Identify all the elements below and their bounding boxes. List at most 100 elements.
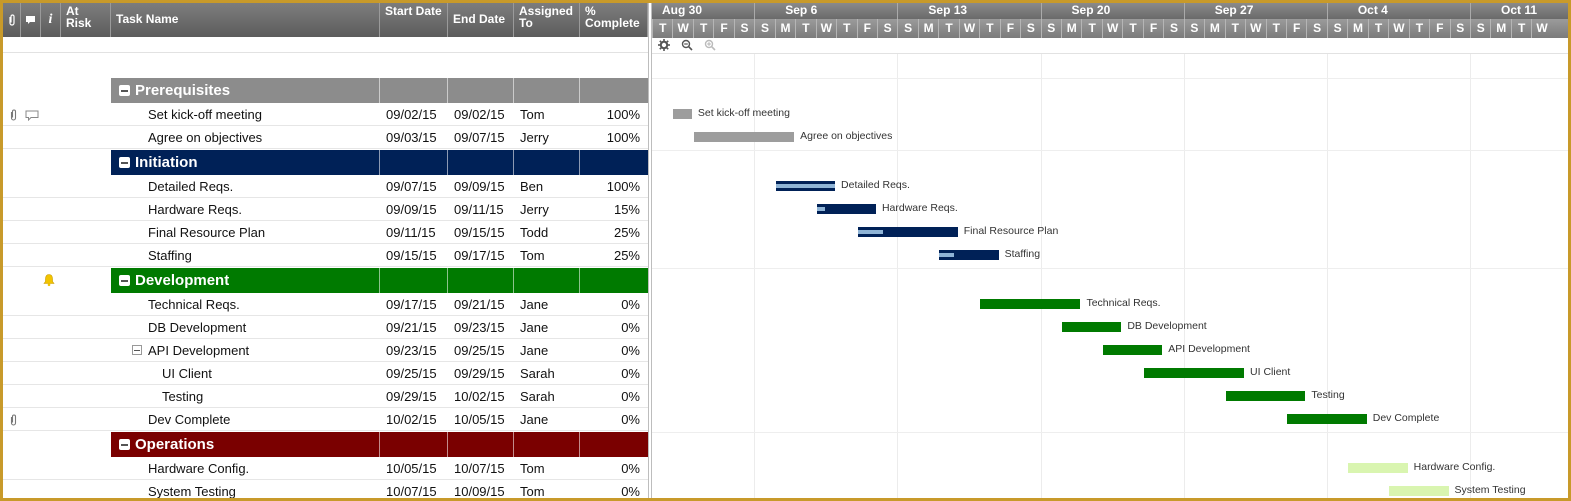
percent-complete-cell[interactable]: 100% [606, 107, 640, 122]
task-row[interactable]: API Development 09/23/15 09/25/15 Jane 0% [3, 339, 648, 362]
start-date-cell[interactable]: 09/02/15 [386, 107, 437, 122]
end-date-cell[interactable]: 10/05/15 [454, 412, 505, 427]
gantt-bar[interactable] [1225, 391, 1306, 401]
assigned-to-cell[interactable]: Jane [520, 343, 549, 358]
assigned-to-cell[interactable]: Jerry [520, 202, 549, 217]
task-name-cell[interactable]: Staffing [148, 248, 192, 263]
percent-complete-cell[interactable]: 15% [613, 202, 640, 217]
info-column-header[interactable]: i [41, 3, 61, 37]
at-risk-column-header[interactable]: At Risk [61, 3, 111, 37]
task-name-cell[interactable]: Agree on objectives [148, 130, 263, 145]
gantt-bar[interactable] [693, 132, 795, 142]
bell-icon[interactable] [42, 273, 56, 287]
zoom-in-icon[interactable] [703, 39, 717, 53]
percent-complete-cell[interactable]: 0% [621, 461, 640, 476]
percent-complete-cell[interactable]: 0% [621, 343, 640, 358]
start-date-cell[interactable]: 09/15/15 [386, 248, 437, 263]
gantt-bar[interactable] [857, 227, 958, 237]
assigned-to-cell[interactable]: Jane [520, 297, 549, 312]
task-name-cell[interactable]: Final Resource Plan [148, 225, 266, 240]
task-name-cell[interactable]: Detailed Reqs. [148, 179, 234, 194]
section-row-operations[interactable]: Operations [3, 432, 648, 457]
task-row[interactable]: Technical Reqs. 09/17/15 09/21/15 Jane 0% [3, 293, 648, 316]
percent-complete-cell[interactable]: 0% [621, 366, 640, 381]
gantt-bar[interactable] [1286, 414, 1367, 424]
task-name-column-header[interactable]: Task Name [111, 3, 380, 37]
percent-complete-cell[interactable]: 25% [613, 248, 640, 263]
task-name-cell[interactable]: Technical Reqs. [148, 297, 240, 312]
assigned-to-cell[interactable]: Jane [520, 412, 549, 427]
start-date-cell[interactable]: 09/11/15 [386, 225, 436, 240]
end-date-cell[interactable]: 09/21/15 [454, 297, 505, 312]
comment-icon[interactable] [25, 109, 39, 122]
end-date-cell[interactable]: 09/02/15 [454, 107, 505, 122]
assigned-to-cell[interactable]: Tom [520, 461, 545, 476]
end-date-cell[interactable]: 10/02/15 [454, 389, 505, 404]
task-row[interactable]: Hardware Config. 10/05/15 10/07/15 Tom 0% [3, 457, 648, 480]
end-date-cell[interactable]: 10/07/15 [454, 461, 505, 476]
gantt-bar[interactable] [816, 204, 876, 214]
assigned-to-cell[interactable]: Jane [520, 320, 549, 335]
task-name-cell[interactable]: UI Client [162, 366, 212, 381]
collapse-toggle-icon[interactable] [119, 157, 130, 168]
percent-complete-cell[interactable]: 0% [621, 484, 640, 498]
task-name-cell[interactable]: Set kick-off meeting [148, 107, 262, 122]
gantt-bar[interactable] [1389, 486, 1449, 496]
gantt-bar[interactable] [1062, 322, 1122, 332]
assigned-to-cell[interactable]: Tom [520, 107, 545, 122]
section-row-prerequisites[interactable]: Prerequisites [3, 78, 648, 103]
assigned-to-column-header[interactable]: Assigned To [514, 3, 580, 37]
assigned-to-cell[interactable]: Todd [520, 225, 549, 240]
gantt-bar[interactable] [980, 299, 1081, 309]
task-name-cell[interactable]: Dev Complete [148, 412, 231, 427]
end-date-cell[interactable]: 09/17/15 [454, 248, 505, 263]
assigned-to-cell[interactable]: Ben [520, 179, 544, 194]
start-date-cell[interactable]: 09/23/15 [386, 343, 437, 358]
assigned-to-cell[interactable]: Tom [520, 484, 545, 498]
end-date-cell[interactable]: 09/15/15 [454, 225, 505, 240]
collapse-toggle-icon[interactable] [119, 439, 130, 450]
gantt-bar[interactable] [775, 181, 836, 191]
assigned-to-cell[interactable]: Sarah [520, 366, 555, 381]
assigned-to-cell[interactable]: Sarah [520, 389, 555, 404]
task-name-cell[interactable]: Hardware Reqs. [148, 202, 242, 217]
section-row-initiation[interactable]: Initiation [3, 150, 648, 175]
start-date-cell[interactable]: 09/09/15 [386, 202, 437, 217]
gantt-bar[interactable] [1348, 463, 1408, 473]
task-name-cell[interactable]: API Development [148, 343, 250, 358]
task-name-cell[interactable]: DB Development [148, 320, 247, 335]
percent-complete-cell[interactable]: 0% [621, 320, 640, 335]
start-date-cell[interactable]: 09/07/15 [386, 179, 437, 194]
start-date-cell[interactable]: 09/25/15 [386, 366, 437, 381]
collapse-toggle-icon[interactable] [119, 85, 130, 96]
zoom-out-icon[interactable] [680, 39, 694, 53]
start-date-cell[interactable]: 09/29/15 [386, 389, 437, 404]
task-row[interactable]: Detailed Reqs. 09/07/15 09/09/15 Ben 100% [3, 175, 648, 198]
task-row[interactable]: UI Client 09/25/15 09/29/15 Sarah 0% [3, 362, 648, 385]
collapse-toggle-icon[interactable] [119, 275, 130, 286]
percent-complete-cell[interactable]: 100% [606, 130, 640, 145]
section-row-development[interactable]: Development [3, 268, 648, 293]
pane-splitter[interactable] [648, 3, 652, 498]
percent-complete-cell[interactable]: 0% [621, 389, 640, 404]
end-date-cell[interactable]: 09/07/15 [454, 130, 505, 145]
gantt-bar[interactable] [1143, 368, 1245, 378]
start-date-cell[interactable]: 09/03/15 [386, 130, 437, 145]
percent-complete-cell[interactable]: 0% [621, 412, 640, 427]
comments-column-header[interactable] [21, 3, 41, 37]
task-row[interactable]: Dev Complete 10/02/15 10/05/15 Jane 0% [3, 408, 648, 431]
start-date-column-header[interactable]: Start Date [380, 3, 448, 37]
start-date-cell[interactable]: 09/17/15 [386, 297, 437, 312]
start-date-cell[interactable]: 10/07/15 [386, 484, 437, 498]
percent-complete-cell[interactable]: 100% [606, 179, 640, 194]
assigned-to-cell[interactable]: Jerry [520, 130, 549, 145]
start-date-cell[interactable]: 10/05/15 [386, 461, 437, 476]
task-row[interactable]: System Testing 10/07/15 10/09/15 Tom 0% [3, 480, 648, 498]
collapse-toggle-icon[interactable] [132, 345, 142, 355]
task-name-cell[interactable]: Hardware Config. [148, 461, 250, 476]
task-row[interactable]: Staffing 09/15/15 09/17/15 Tom 25% [3, 244, 648, 267]
percent-complete-cell[interactable]: 25% [613, 225, 640, 240]
end-date-cell[interactable]: 10/09/15 [454, 484, 505, 498]
settings-gear-icon[interactable] [657, 39, 671, 53]
task-row[interactable]: Final Resource Plan 09/11/15 09/15/15 Todd 2… [3, 221, 648, 244]
